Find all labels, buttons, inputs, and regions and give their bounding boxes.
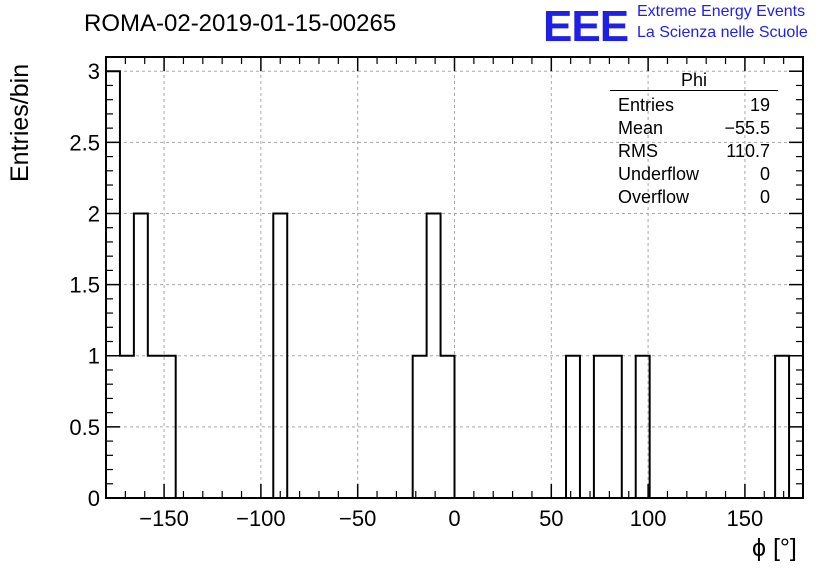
axis-ticks [105, 56, 804, 499]
stat-label: Entries [618, 95, 675, 115]
histogram-bin [134, 213, 148, 498]
histogram-outline [105, 70, 791, 498]
stats-title: Phi [610, 70, 778, 91]
histogram-bin [148, 356, 162, 498]
y-axis-label: Entries/bin [6, 63, 34, 182]
x-tick-label: −100 [236, 506, 286, 531]
stats-box: Phi Entries 19 Mean −55.5 RMS 110.7 Underflow 0… [610, 70, 778, 209]
histogram-bin [594, 356, 608, 498]
x-axis-label: ϕ [°] [752, 534, 797, 562]
x-tick-label: 150 [727, 506, 764, 531]
y-tick-label: 1 [88, 344, 100, 369]
histogram-bin [162, 356, 176, 498]
y-tick-label: 0 [88, 486, 100, 511]
histogram-bin [413, 356, 427, 498]
tick-labels: −150 −100 −50 0 50 100 150 0 0.5 1 1.5 2 2.5 3 [69, 59, 763, 531]
histogram-bin [608, 356, 622, 498]
stat-value: 0 [759, 164, 770, 184]
y-tick-label: 1.5 [69, 273, 100, 298]
chart-title: ROMA-02-2019-01-15-00265 [84, 10, 397, 37]
stat-label: Mean [618, 118, 664, 138]
histogram-bars [105, 70, 791, 498]
y-tick-label: 3 [88, 59, 100, 84]
stat-row-rms: RMS 110.7 [610, 140, 778, 163]
histogram-bin [636, 356, 650, 498]
eee-logo: EEE [543, 2, 629, 51]
histogram-bin [427, 213, 441, 498]
stat-label: Underflow [618, 164, 700, 184]
stat-row-entries: Entries 19 [610, 94, 778, 117]
x-tick-label: −150 [139, 506, 189, 531]
y-tick-label: 2.5 [69, 130, 100, 155]
stat-row-underflow: Underflow 0 [610, 163, 778, 186]
y-tick-label: 0.5 [69, 415, 100, 440]
stat-value: −55.5 [724, 118, 770, 138]
histogram-bin [120, 356, 134, 498]
y-tick-label: 2 [88, 201, 100, 226]
stat-value: 19 [749, 95, 770, 115]
histogram-bin [566, 356, 580, 498]
stat-row-overflow: Overflow 0 [610, 186, 778, 209]
histogram-bin [273, 213, 287, 498]
x-tick-label: 0 [448, 506, 460, 531]
stat-label: RMS [618, 141, 658, 161]
logo-line-2: La Scienza nelle Scuole [637, 24, 808, 41]
x-tick-label: 100 [630, 506, 667, 531]
histogram-bin [441, 356, 455, 498]
x-tick-label: 50 [539, 506, 563, 531]
logo-line-1: Extreme Energy Events [637, 3, 806, 20]
stat-value: 0 [759, 187, 770, 207]
x-tick-label: −50 [339, 506, 376, 531]
stat-row-mean: Mean −55.5 [610, 117, 778, 140]
stat-value: 110.7 [726, 141, 770, 161]
histogram-bin [775, 356, 789, 498]
grid-lines [106, 57, 803, 499]
stat-label: Overflow [618, 187, 690, 207]
